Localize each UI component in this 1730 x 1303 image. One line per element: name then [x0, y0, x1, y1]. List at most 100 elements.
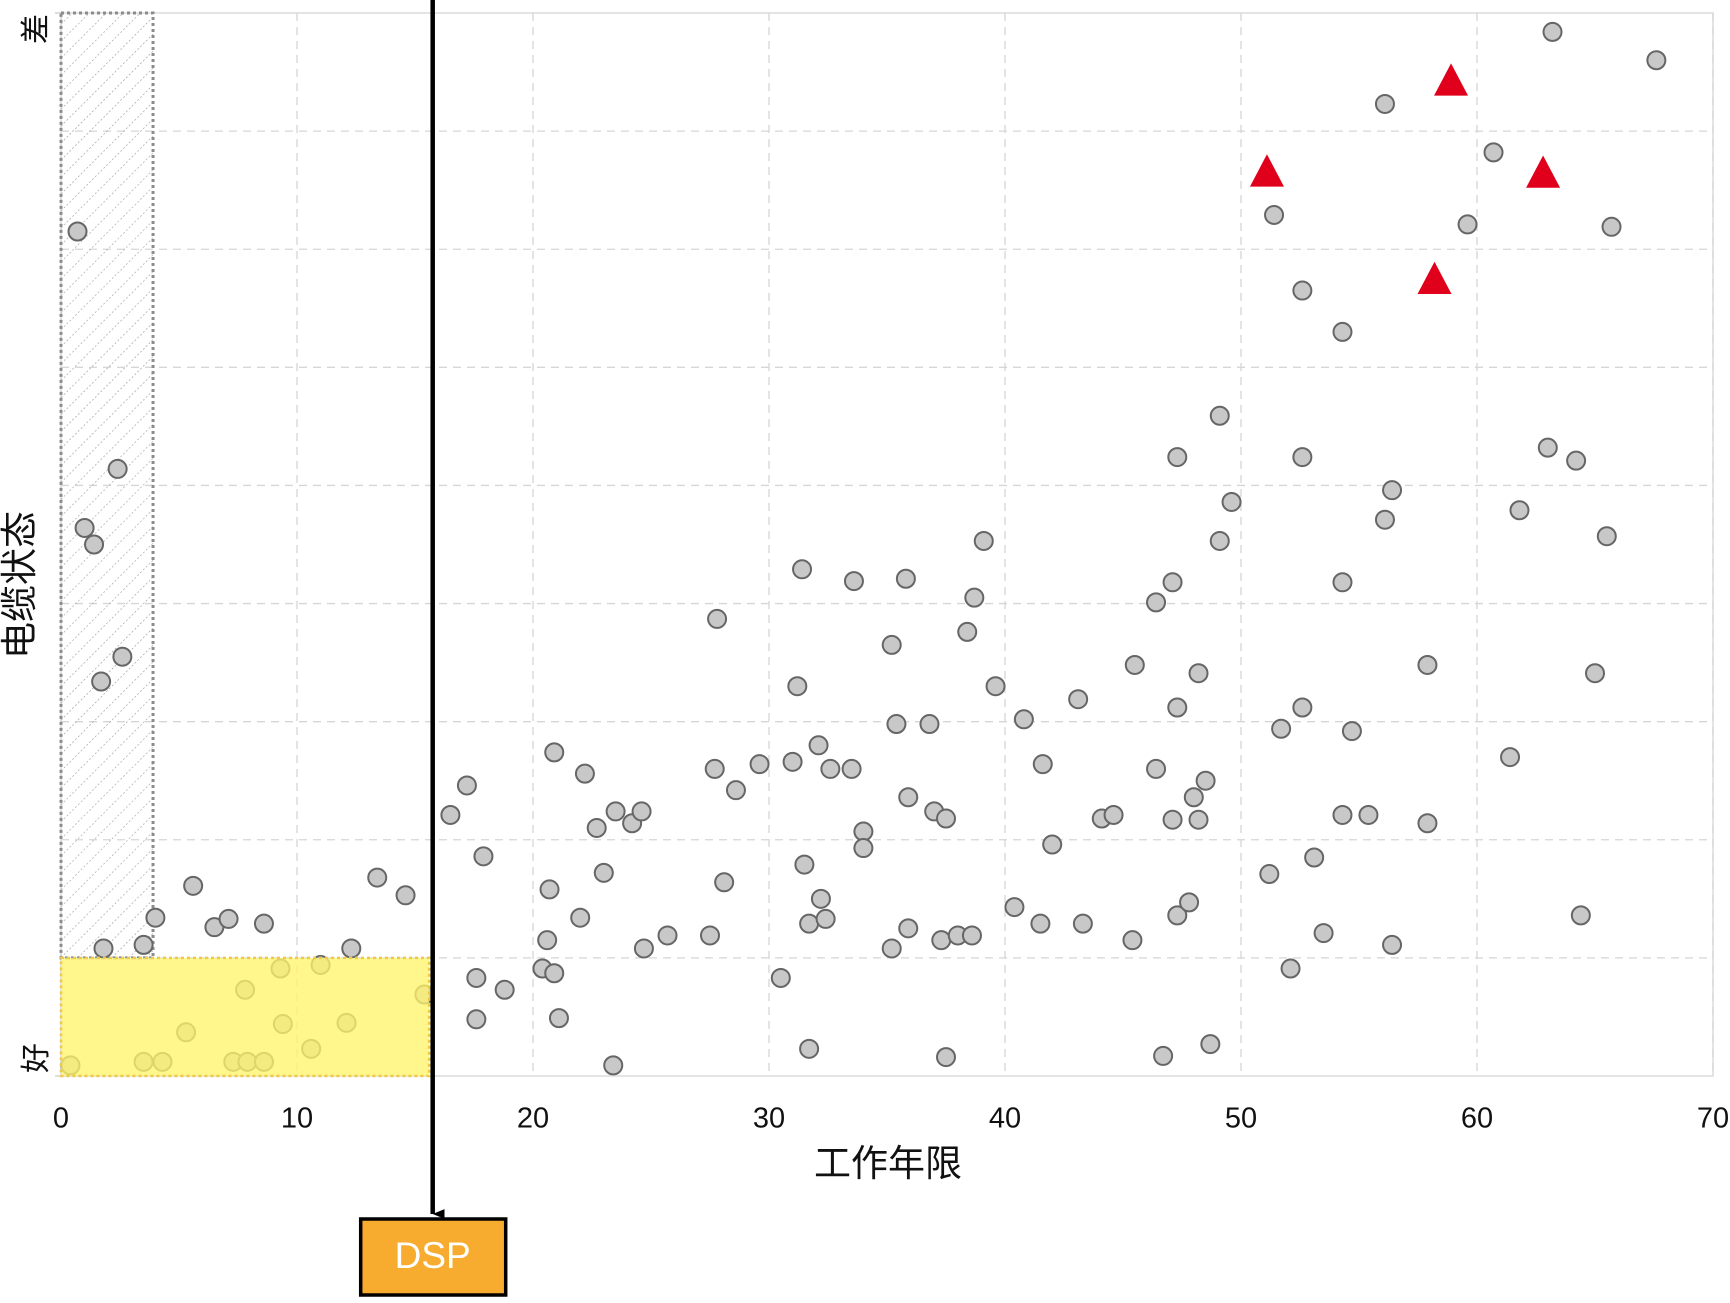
circle-point — [1280, 958, 1301, 979]
circle-point — [794, 854, 815, 875]
triangle-point — [1526, 155, 1561, 188]
circle-point — [782, 751, 803, 772]
circle-point — [67, 221, 88, 242]
circle-point — [1124, 654, 1145, 675]
circle-point — [367, 867, 388, 888]
circle-point — [1179, 892, 1200, 913]
circle-point — [133, 934, 154, 955]
circle-point — [1566, 450, 1587, 471]
x-tick-label: 40 — [989, 1103, 1021, 1135]
circle-point — [112, 646, 133, 667]
circle-point — [593, 862, 614, 883]
circle-point — [787, 676, 808, 697]
circle-point — [1146, 758, 1167, 779]
circle-point — [466, 967, 487, 988]
circle-point — [1167, 697, 1188, 718]
circle-point — [1292, 280, 1313, 301]
circle-point — [1292, 697, 1313, 718]
circle-point — [1209, 530, 1230, 551]
circle-point — [539, 879, 560, 900]
threshold-label: DSP — [395, 1235, 471, 1276]
circle-point — [792, 559, 813, 580]
circle-point — [1122, 930, 1143, 951]
circle-point — [1374, 93, 1395, 114]
circle-point — [973, 530, 994, 551]
circle-point — [537, 930, 558, 951]
circle-point — [1195, 770, 1216, 791]
circle-point — [1601, 216, 1622, 237]
circle-point — [799, 913, 820, 934]
circle-point — [494, 979, 515, 1000]
x-tick-label: 0 — [53, 1103, 69, 1135]
circle-point — [843, 571, 864, 592]
circle-point — [1332, 572, 1353, 593]
x-tick-label: 70 — [1697, 1103, 1729, 1135]
circle-point — [1417, 813, 1438, 834]
circle-point — [1162, 809, 1183, 830]
circle-point — [93, 938, 114, 959]
circle-point — [440, 804, 461, 825]
circle-point — [964, 587, 985, 608]
circle-point — [895, 568, 916, 589]
hatched-region — [59, 11, 155, 960]
circle-point — [544, 963, 565, 984]
circle-point — [1259, 864, 1280, 885]
plot-frame — [60, 12, 1714, 1077]
circle-point — [749, 754, 770, 775]
circle-point — [1167, 447, 1188, 468]
circle-point — [1596, 526, 1617, 547]
circle-point — [725, 780, 746, 801]
circle-point — [1358, 804, 1379, 825]
circle-point — [1509, 500, 1530, 521]
circle-point — [881, 634, 902, 655]
circle-point — [704, 758, 725, 779]
circle-point — [586, 817, 607, 838]
circle-point — [1200, 1034, 1221, 1055]
circle-point — [74, 517, 95, 538]
circle-point — [1500, 747, 1521, 768]
x-tick-label: 50 — [1225, 1103, 1257, 1135]
circle-point — [1304, 847, 1325, 868]
circle-point — [815, 908, 836, 929]
circle-point — [1271, 718, 1292, 739]
circle-point — [898, 918, 919, 939]
highlight-region — [59, 956, 431, 1078]
circle-point — [218, 908, 239, 929]
circle-point — [1153, 1045, 1174, 1066]
circle-point — [919, 714, 940, 735]
circle-point — [808, 735, 829, 756]
circle-point — [183, 875, 204, 896]
circle-point — [1146, 592, 1167, 613]
circle-point — [985, 676, 1006, 697]
circle-point — [770, 967, 791, 988]
circle-point — [657, 925, 678, 946]
circle-point — [107, 458, 128, 479]
circle-point — [936, 808, 956, 829]
triangle-point — [1417, 261, 1452, 295]
circle-point — [714, 872, 735, 893]
circle-point — [961, 925, 982, 946]
y-axis-title: 电缆状态 — [0, 511, 40, 659]
circle-point — [253, 913, 274, 934]
circle-point — [631, 801, 652, 822]
circle-point — [1188, 663, 1209, 684]
circle-point — [810, 888, 831, 909]
circle-point — [1221, 491, 1242, 512]
circle-point — [898, 787, 919, 808]
y-tick-label: 好 — [20, 1043, 53, 1073]
circle-point — [1341, 721, 1362, 742]
circle-point — [1332, 321, 1353, 342]
circle-point — [84, 534, 105, 555]
circle-point — [91, 671, 112, 692]
x-tick-label: 60 — [1461, 1103, 1493, 1135]
circle-point — [881, 938, 902, 959]
circle-point — [603, 1055, 624, 1076]
circle-point — [1068, 689, 1089, 710]
circle-point — [1542, 21, 1563, 42]
x-axis-title: 工作年限 — [814, 1143, 962, 1184]
circle-point — [574, 763, 595, 784]
circle-point — [1013, 709, 1034, 730]
circle-point — [1646, 50, 1667, 71]
